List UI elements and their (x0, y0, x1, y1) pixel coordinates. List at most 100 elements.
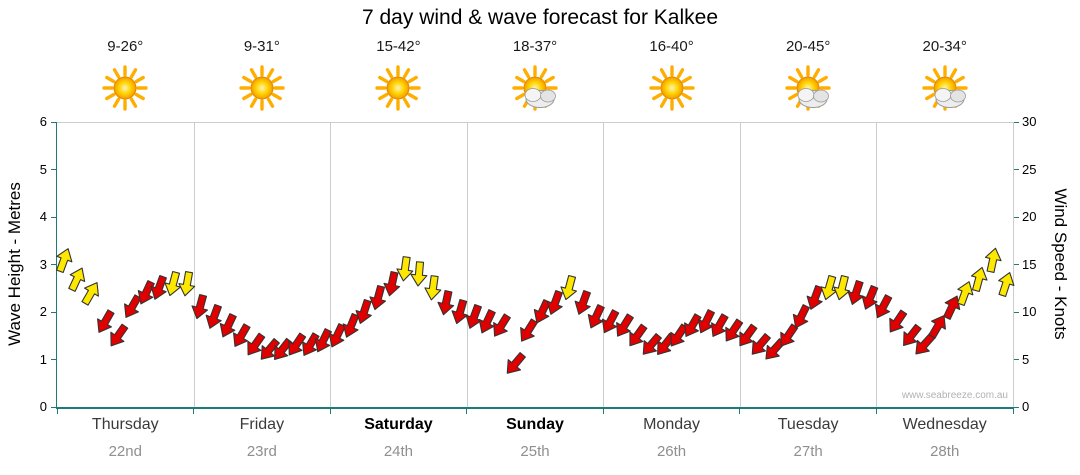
wind-arrow (870, 294, 896, 320)
day-separator-line (330, 122, 332, 407)
day-date-label: 27th (793, 443, 823, 460)
day-date-label: 22nd (108, 443, 142, 460)
cloud-shape (934, 88, 966, 108)
wind-arrow (993, 271, 1019, 297)
wind-arrow (802, 284, 828, 311)
right-axis-tick (1014, 216, 1019, 218)
day-date-label: 25th (520, 443, 550, 460)
wind-arrow (105, 323, 131, 349)
day-name-label: Monday (643, 416, 701, 433)
x-axis-tick (875, 409, 877, 414)
wind-arrow (706, 313, 732, 339)
wind-arrow (829, 275, 855, 301)
wind-arrow (529, 299, 555, 325)
wind-arrow (980, 247, 1006, 273)
day-separator-line (876, 122, 878, 407)
x-axis-tick (602, 409, 604, 414)
wind-arrow (242, 332, 268, 358)
day-temperature: 20-45° (785, 38, 831, 55)
wind-arrow (747, 332, 773, 358)
wind-arrow (133, 280, 159, 306)
wind-arrow (474, 308, 500, 335)
wind-arrow (187, 294, 213, 320)
x-axis-tick (466, 409, 468, 414)
day-name-label: Wednesday (902, 416, 987, 433)
wind-arrow (515, 318, 541, 344)
wind-arrow (338, 313, 364, 339)
right-axis-tick (1014, 121, 1019, 123)
day-temperature: 9-26° (107, 38, 144, 55)
day-name-label: Friday (239, 416, 285, 433)
x-axis-tick (56, 409, 58, 414)
wind-arrow (297, 332, 323, 358)
left-axis-tick-label: 6 (39, 114, 47, 129)
wind-arrow (433, 289, 459, 316)
wind-arrow (146, 275, 172, 301)
wind-arrow (597, 308, 623, 335)
day-name-label: Saturday (364, 416, 433, 433)
wind-arrow (624, 323, 650, 349)
right-axis-tick-label: 10 (1022, 304, 1037, 319)
wind-arrow (283, 332, 309, 358)
wind-arrow (256, 337, 282, 363)
right-axis-tick (1014, 311, 1019, 313)
left-axis-tick-label: 3 (39, 256, 47, 272)
cloud-shape (524, 88, 556, 108)
right-axis-tick-label: 20 (1022, 209, 1037, 224)
wind-arrow (611, 313, 637, 339)
right-axis-tick-label: 25 (1022, 161, 1037, 177)
sunny-icon (372, 62, 424, 114)
day-name-label: Tuesday (777, 416, 839, 433)
wind-arrow (310, 327, 336, 354)
day-separator-line (739, 122, 741, 407)
partly-cloudy-icon (782, 62, 834, 114)
wind-arrow (215, 313, 241, 339)
wind-arrow (51, 247, 77, 273)
wind-arrow (952, 280, 978, 307)
cloud-shape (797, 88, 830, 108)
sunny-icon (99, 62, 151, 114)
left-axis-tick (51, 264, 56, 265)
right-axis-title: Wind Speed - Knots (1051, 188, 1070, 340)
left-axis-line (56, 122, 57, 407)
left-axis-tick (51, 406, 56, 408)
day-temperature: 18-37° (512, 38, 558, 55)
wind-arrow (92, 308, 118, 335)
wind-arrow (201, 303, 227, 330)
left-axis-tick (51, 169, 56, 170)
left-axis-tick (51, 121, 56, 123)
right-axis-tick (1014, 359, 1019, 360)
day-name-label: Thursday (91, 416, 159, 433)
right-axis-tick (1014, 406, 1019, 408)
partly-cloudy-icon (919, 62, 971, 114)
wind-arrow (488, 313, 514, 339)
wind-arrow (119, 294, 145, 320)
day-temperature: 9-31° (243, 38, 280, 55)
day-separator-line (193, 122, 195, 407)
chart-title: 7 day wind & wave forecast for Kalkee (361, 6, 718, 29)
wind-arrow (502, 351, 528, 377)
day-temperature: 16-40° (649, 38, 694, 55)
day-date-label: 26th (656, 443, 687, 460)
left-axis-tick-label: 4 (39, 209, 47, 224)
wind-arrow (228, 323, 254, 349)
left-axis-tick (51, 216, 56, 218)
left-axis-title: Wave Height - Metres (5, 182, 24, 346)
day-date-label: 23rd (246, 443, 277, 460)
x-axis-tick (1012, 409, 1014, 414)
right-axis-tick-label: 5 (1022, 351, 1030, 367)
wind-arrow (64, 266, 90, 292)
wind-arrow (556, 275, 582, 301)
left-axis-tick (51, 311, 56, 313)
wind-arrow (365, 284, 391, 311)
x-axis-tick (193, 409, 195, 414)
wind-arrow (925, 313, 951, 339)
day-separator-line (466, 122, 468, 407)
bottom-axis-line (56, 407, 1014, 409)
sunny-icon (646, 62, 698, 114)
left-axis-tick-label: 5 (39, 161, 47, 177)
right-axis-tick-label: 30 (1022, 114, 1037, 129)
wind-arrow (392, 256, 418, 282)
plot-right-border (1013, 122, 1014, 407)
